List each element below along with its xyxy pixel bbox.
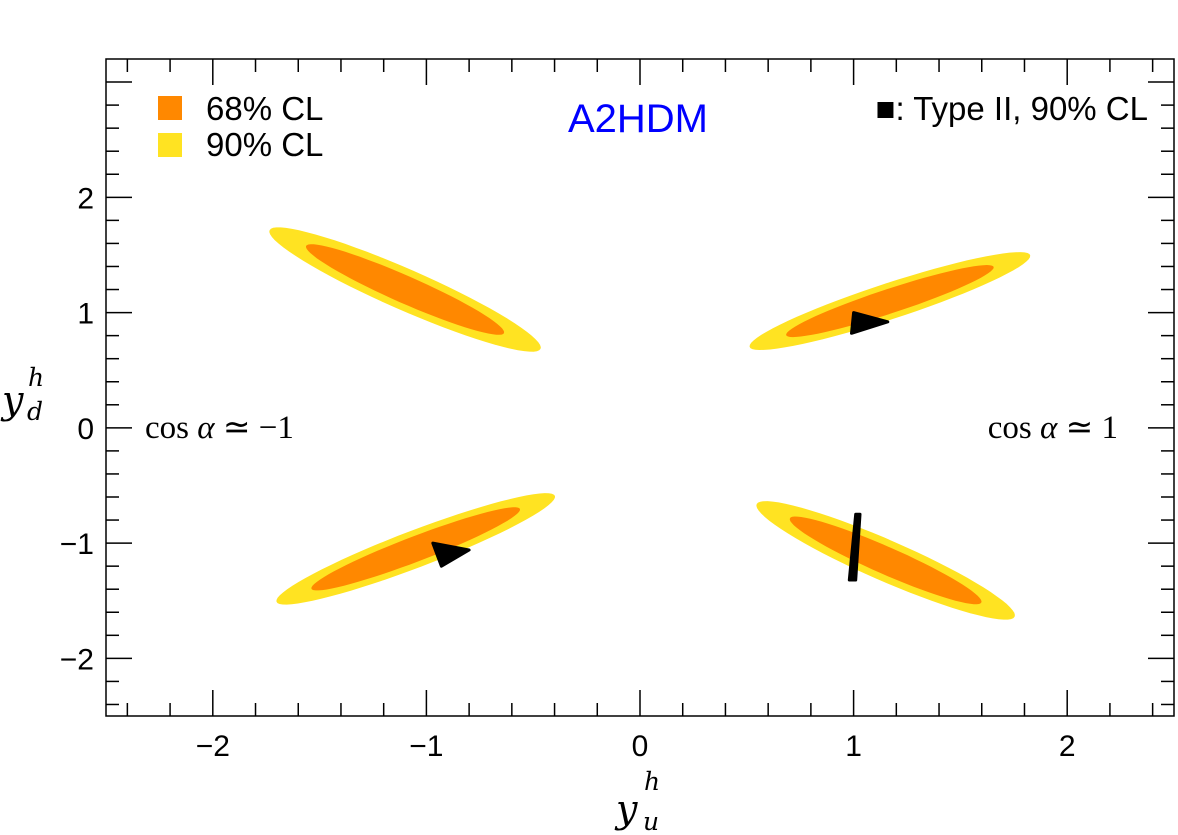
region-68cl-upper-right <box>786 265 994 338</box>
y-tick-label: −1 <box>60 528 94 561</box>
legend-label-90: 90% CL <box>206 126 323 163</box>
y-tick-label: 1 <box>77 298 94 331</box>
type2-regions <box>431 311 890 582</box>
type2-lower-right-band <box>847 512 862 582</box>
region-68cl-lower-left <box>311 507 520 591</box>
annotation-left-suffix: ≃ −1 <box>215 410 294 446</box>
type2-lower-left <box>431 541 471 568</box>
legend-swatch-90 <box>158 133 182 157</box>
annotation-left-prefix: cos <box>145 410 197 446</box>
legend-swatch-68 <box>158 96 182 120</box>
y-tick-label: 2 <box>77 182 94 215</box>
x-axis-title-sub: u <box>643 807 659 835</box>
x-tick-label: −2 <box>196 730 230 763</box>
y-axis-title-sup: h <box>28 363 44 392</box>
region-68cl-lower-right <box>789 516 982 605</box>
type2-legend-label: ■: Type II, 90% CL <box>876 90 1148 127</box>
annotation-right-alpha: α <box>1040 410 1058 446</box>
x-axis-title-base: y <box>614 787 638 831</box>
x-tick-label: −1 <box>409 730 443 763</box>
x-axis-title-sup: h <box>644 767 660 796</box>
x-axis-title: y h u <box>614 767 660 835</box>
legend-label-68: 68% CL <box>206 90 323 127</box>
type2-upper-right <box>850 311 890 335</box>
chart-title: A2HDM <box>568 97 708 141</box>
y-tick-label: −2 <box>60 643 94 676</box>
x-tick-label: 0 <box>632 730 649 763</box>
axis-ticks <box>106 59 1174 716</box>
annotation-right-prefix: cos <box>988 410 1040 446</box>
legend: 68% CL 90% CL <box>158 90 323 163</box>
y-axis-title-sub: d <box>27 397 43 426</box>
annotation-right-suffix: ≃ 1 <box>1057 410 1118 446</box>
annotation-left-alpha: α <box>197 410 215 446</box>
confidence-regions <box>269 227 1031 620</box>
x-tick-label: 1 <box>845 730 862 763</box>
x-tick-label: 2 <box>1059 730 1076 763</box>
y-tick-label: 0 <box>77 413 94 446</box>
axis-tick-labels: −2 −1 0 1 2 −2 −1 0 1 2 <box>60 182 1076 763</box>
annotation-cos-alpha-plus-1: cos α ≃ 1 <box>988 410 1118 446</box>
y-axis-title: y h d <box>0 363 44 426</box>
region-68cl-upper-left <box>306 244 505 335</box>
annotation-cos-alpha-minus-1: cos α ≃ −1 <box>145 410 294 446</box>
y-axis-title-base: y <box>0 378 24 422</box>
